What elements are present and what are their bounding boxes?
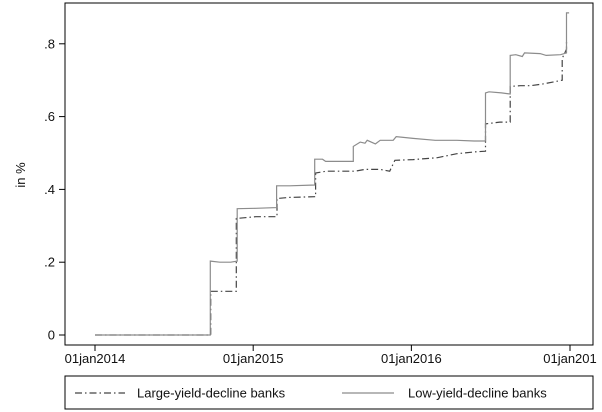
x-tick-label: 01jan2014 <box>65 351 126 366</box>
y-axis-title: in % <box>13 162 28 188</box>
legend-label-2: Low-yield-decline banks <box>408 386 547 401</box>
x-tick-label: 01jan2016 <box>381 351 442 366</box>
y-axis: 0 .2 .4 .6 .8 <box>44 36 65 343</box>
y-tick-label: .2 <box>44 255 55 270</box>
legend-box <box>64 375 594 410</box>
x-axis: 01jan2014 01jan2015 01jan2016 01jan201 <box>65 345 597 366</box>
legend: Large-yield-decline banks Low-yield-decli… <box>75 386 547 401</box>
series-line-2 <box>95 12 570 336</box>
y-tick-label: .8 <box>44 36 55 51</box>
series-layer <box>95 12 570 336</box>
y-tick-label: .6 <box>44 109 55 124</box>
legend-label-1: Large-yield-decline banks <box>137 386 286 401</box>
y-tick-label: 0 <box>48 328 55 343</box>
series-line-1 <box>95 40 568 336</box>
y-tick-label: .4 <box>44 182 55 197</box>
plot-frame <box>64 2 594 346</box>
x-tick-label: 01jan2015 <box>223 351 284 366</box>
x-tick-label: 01jan201 <box>543 351 597 366</box>
